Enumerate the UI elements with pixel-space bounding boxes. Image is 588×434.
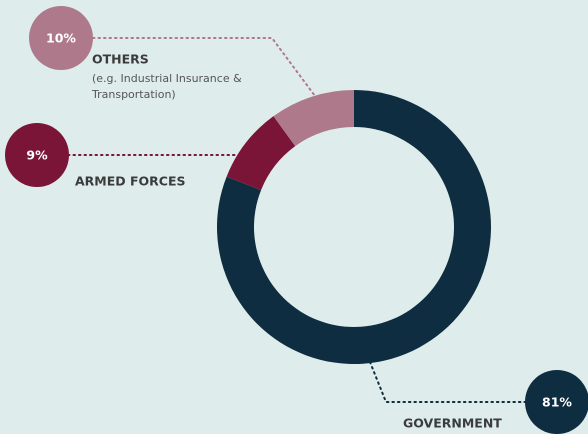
leader-line	[369, 361, 527, 403]
annotation: (e.g. Industrial Insurance & Transportat…	[92, 72, 242, 101]
segment	[226, 116, 296, 191]
category-label: GOVERNMENT	[403, 416, 502, 431]
value-bubble	[29, 6, 93, 70]
category-label: ARMED FORCES	[75, 174, 186, 189]
value-label: 10%	[46, 31, 76, 46]
category-label: OTHERS	[92, 52, 149, 67]
value-bubble	[525, 370, 588, 434]
value-bubble	[5, 123, 69, 187]
leader-line	[92, 37, 319, 101]
segment	[273, 90, 354, 147]
value-label: 81%	[542, 395, 572, 410]
value-label: 9%	[26, 148, 48, 163]
